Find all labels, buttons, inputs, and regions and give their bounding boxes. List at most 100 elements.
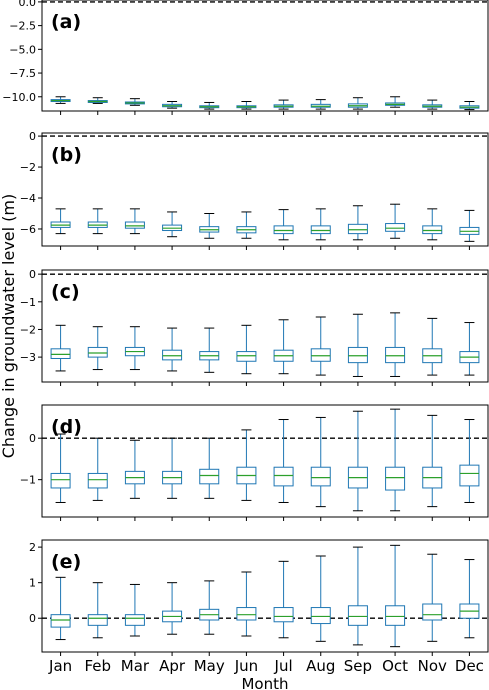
panels-group: 0.0 −2.5 −5.0 −7.5 −10.0 (a) 0 −2 −4 −6 (b) 0 −1 −2 −3… (2, 0, 489, 675)
box-mar (124, 98, 145, 106)
y-tick-label: −2 (20, 161, 36, 174)
x-tick-label: Jul (274, 657, 293, 675)
iqr-box (310, 348, 331, 362)
box-jun (236, 211, 257, 239)
iqr-box (124, 221, 145, 229)
box-may (199, 327, 220, 373)
box-feb (87, 437, 108, 501)
y-tick-label: −3 (20, 351, 36, 364)
box-oct (385, 408, 406, 512)
panel-label: (e) (51, 551, 81, 573)
box-mar (124, 583, 145, 637)
box-mar (124, 326, 145, 371)
box-mar (124, 208, 145, 235)
box-sep (347, 546, 368, 646)
box-aug (310, 416, 331, 508)
box-jul (273, 209, 294, 241)
iqr-box (87, 614, 108, 626)
panel-1: 0.0 −2.5 −5.0 −7.5 −10.0 (a) (2, 0, 489, 115)
y-axis-label: Change in groundwater level (m) (0, 194, 18, 459)
iqr-box (347, 605, 368, 626)
box-aug (310, 99, 331, 110)
box-nov (422, 317, 443, 376)
box-jul (273, 99, 294, 110)
x-tick-label: Dec (455, 657, 484, 675)
iqr-box (87, 472, 108, 489)
box-jun (236, 324, 257, 375)
iqr-box (310, 225, 331, 235)
panel-label: (b) (51, 144, 82, 166)
box-may (199, 212, 220, 239)
axes-frame (41, 404, 489, 518)
y-tick-label: 1 (29, 577, 36, 590)
y-tick-label: 2 (29, 541, 36, 554)
iqr-box (199, 468, 220, 485)
box-sep (347, 205, 368, 241)
iqr-box (347, 223, 368, 235)
box-sep (347, 410, 368, 512)
box-oct (385, 203, 406, 239)
box-sep (347, 97, 368, 110)
box-aug (310, 555, 331, 642)
box-may (199, 580, 220, 635)
box-jan (50, 324, 71, 372)
iqr-box (87, 346, 108, 358)
box-apr (162, 437, 183, 499)
iqr-box (347, 346, 368, 364)
y-tick-label: −1 (20, 296, 36, 309)
box-dec (459, 419, 480, 503)
box-feb (87, 582, 108, 639)
box-jul (273, 419, 294, 503)
axes-frame (41, 132, 489, 247)
x-tick-label: Oct (382, 657, 408, 675)
box-apr (162, 582, 183, 635)
box-feb (87, 326, 108, 371)
iqr-box (385, 605, 406, 626)
axes-frame (41, 539, 489, 653)
box-dec (459, 322, 480, 376)
panel-3: 0 −1 −2 −3 (c) (20, 268, 489, 386)
iqr-box (273, 225, 294, 235)
x-tick-label: Jun (234, 657, 258, 675)
box-may (199, 437, 220, 499)
y-tick-label: −6 (20, 223, 36, 236)
x-tick-label: Mar (121, 657, 150, 675)
box-jun (236, 429, 257, 501)
y-tick-label: −10.0 (2, 91, 36, 104)
box-oct (385, 544, 406, 648)
box-oct (385, 96, 406, 108)
panel-label: (c) (51, 281, 80, 303)
panel-4: 0 −1 (d) (20, 404, 489, 521)
x-tick-label: Nov (418, 657, 447, 675)
box-aug (310, 208, 331, 241)
y-tick-label: −5.0 (9, 43, 36, 56)
box-nov (422, 208, 443, 241)
y-tick-label: 0 (29, 130, 36, 143)
box-jan (50, 433, 71, 503)
x-tick-label: Jan (48, 657, 72, 675)
box-oct (385, 312, 406, 377)
box-sep (347, 313, 368, 377)
iqr-box (236, 607, 257, 621)
iqr-box (162, 349, 183, 361)
iqr-box (273, 466, 294, 487)
iqr-box (50, 348, 71, 359)
y-tick-label: −1 (20, 474, 36, 487)
y-tick-label: 0.0 (19, 0, 37, 9)
y-tick-label: 0 (29, 268, 36, 281)
box-feb (87, 97, 108, 104)
box-nov (422, 553, 443, 642)
iqr-box (385, 223, 406, 232)
box-feb (87, 208, 108, 235)
box-jul (273, 560, 294, 639)
y-tick-label: 0 (29, 432, 36, 445)
x-tick-label: Sep (344, 657, 372, 675)
box-nov (422, 414, 443, 508)
box-jan (50, 96, 71, 104)
box-jul (273, 319, 294, 375)
box-apr (162, 211, 183, 238)
x-tick-label: Feb (84, 657, 111, 675)
axes-frame (41, 269, 489, 383)
iqr-box (310, 466, 331, 487)
